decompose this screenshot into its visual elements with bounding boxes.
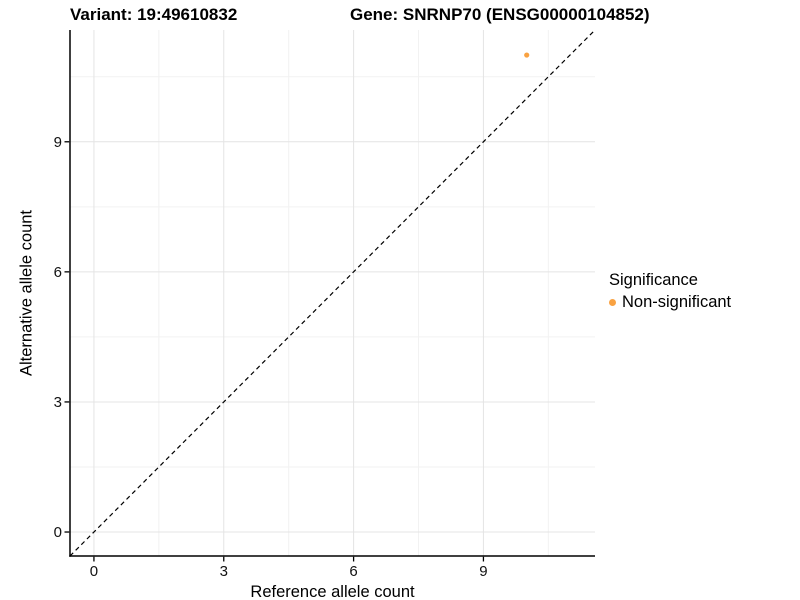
data-point xyxy=(524,52,530,58)
plot-title-gene: Gene: SNRNP70 (ENSG00000104852) xyxy=(350,5,650,24)
x-tick-label: 3 xyxy=(219,563,228,580)
x-tick-label: 0 xyxy=(89,563,99,580)
x-tick-label: 9 xyxy=(479,563,488,580)
legend: Significance Non-significant xyxy=(609,271,731,312)
y-tick-label: 0 xyxy=(53,524,62,542)
legend-point-icon xyxy=(609,299,616,306)
plot-title-variant: Variant: 19:49610832 xyxy=(70,5,238,24)
x-axis-title: Reference allele count xyxy=(250,583,415,600)
legend-items: Non-significant xyxy=(609,293,731,312)
legend-item-label: Non-significant xyxy=(622,293,732,311)
x-tick-label: 6 xyxy=(349,563,358,580)
y-tick-label: 3 xyxy=(53,393,62,411)
y-tick-label: 9 xyxy=(53,133,62,151)
legend-item: Non-significant xyxy=(609,293,731,312)
y-axis-title: Alternative allele count xyxy=(17,209,36,377)
y-tick-label: 6 xyxy=(53,263,62,281)
legend-title: Significance xyxy=(609,271,698,289)
